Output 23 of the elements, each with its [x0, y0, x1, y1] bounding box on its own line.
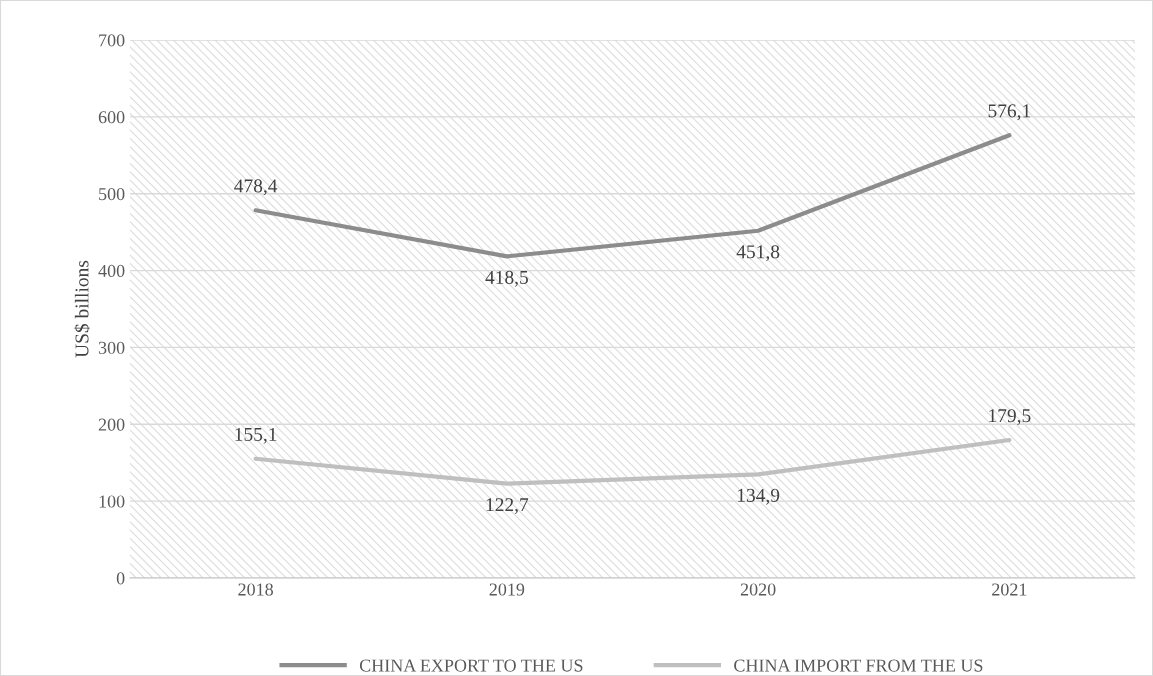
y-tick-label: 700: [99, 34, 125, 47]
y-tick-label: 0: [116, 572, 125, 585]
data-label: 418,5: [485, 270, 528, 287]
data-label: 179,5: [989, 409, 1031, 425]
y-tick-label: 500: [99, 187, 125, 201]
y-tick-label: 200: [98, 418, 125, 431]
data-label: 134,9: [737, 488, 780, 505]
legend-label: CHINA IMPORT FROM THE US: [734, 659, 983, 672]
y-tick-label: 400: [98, 264, 125, 278]
y-tick-label: 100: [99, 495, 125, 508]
legend-label: CHINA EXPORT TO THE US: [359, 659, 583, 672]
x-tick-label: 2019: [489, 583, 525, 596]
y-tick-label: 600: [98, 111, 125, 124]
x-tick-label: 2021: [992, 583, 1027, 596]
data-label: 155,1: [235, 427, 277, 444]
data-label: 576,1: [988, 104, 1031, 121]
data-label: 122,7: [486, 498, 529, 515]
x-tick-label: 2018: [238, 583, 273, 596]
data-label: 478,4: [234, 179, 278, 196]
data-label: 451,8: [736, 245, 780, 262]
y-axis-title: US$ billions: [74, 260, 90, 358]
y-tick-label: 300: [98, 341, 125, 354]
x-tick-label: 2020: [740, 583, 776, 596]
